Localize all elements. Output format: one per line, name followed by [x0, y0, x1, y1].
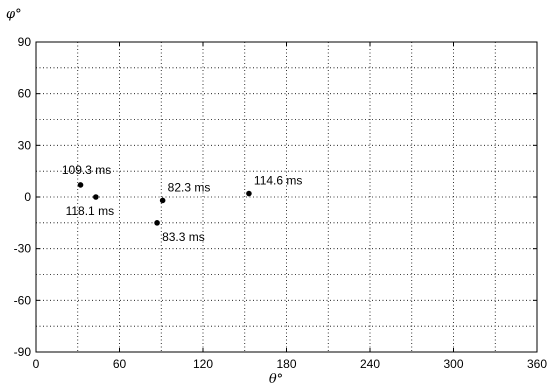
- x-tick-label: 240: [360, 357, 380, 371]
- x-tick-label: 120: [193, 357, 213, 371]
- data-point: [154, 220, 160, 226]
- point-annotation: 83.3 ms: [162, 230, 205, 244]
- y-tick-label: -60: [14, 293, 32, 307]
- x-tick-label: 60: [113, 357, 127, 371]
- point-annotation: 109.3 ms: [62, 163, 111, 177]
- x-tick-label: 300: [443, 357, 463, 371]
- x-tick-label: 360: [527, 357, 547, 371]
- point-annotation: 82.3 ms: [168, 180, 211, 194]
- y-tick-label: 60: [18, 87, 32, 101]
- data-point: [246, 190, 252, 197]
- data-point: [159, 197, 166, 204]
- y-tick-label: -90: [14, 345, 32, 359]
- data-points: 109.3 ms 118.1 ms 82.3 ms 83.3 ms 114.6 ms: [62, 163, 303, 244]
- y-tick-label: 30: [18, 138, 32, 152]
- x-axis-label: θ°: [269, 372, 283, 387]
- y-axis-label: φ°: [6, 7, 22, 22]
- y-tick-label: -30: [14, 242, 32, 256]
- data-point: [77, 182, 84, 188]
- y-tick-label: 0: [24, 190, 31, 204]
- point-annotation: 114.6 ms: [254, 174, 302, 188]
- point-annotation: 118.1 ms: [66, 204, 114, 218]
- data-point: [93, 194, 99, 200]
- y-tick-label: 90: [18, 35, 32, 49]
- grid-lines: [36, 42, 537, 352]
- x-tick-label: 180: [276, 357, 296, 371]
- x-tick-label: 0: [33, 357, 40, 371]
